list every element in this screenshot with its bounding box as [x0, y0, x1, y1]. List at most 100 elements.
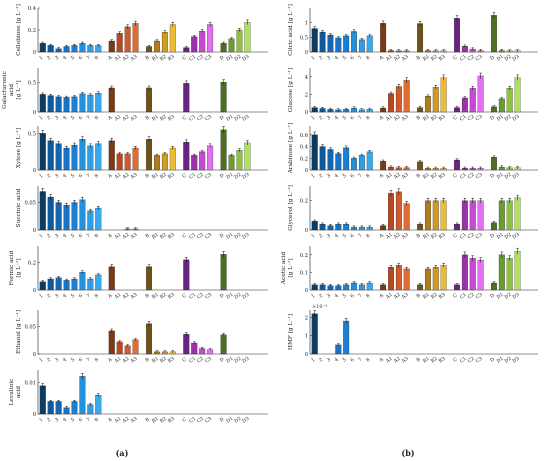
- y-tick-label-acetic: 0.2: [300, 253, 308, 259]
- y-label-cellobiose: Cellobiose [g L⁻¹]: [15, 4, 22, 56]
- x-tick-label-acetic: C3: [475, 292, 484, 301]
- x-tick-label-citric: 7: [357, 55, 363, 62]
- x-tick-label-arabinose: C: [452, 172, 459, 179]
- bar-galacturonic-C: [183, 83, 190, 113]
- y-label-group-cellobiose: Cellobiose [g L⁻¹]: [15, 4, 22, 56]
- y-tick-label-formic: 0: [33, 288, 36, 294]
- bar-formic-7: [87, 278, 94, 291]
- bar-cellobiose-C3: [207, 24, 214, 53]
- x-tick-label-glycerol: 3: [326, 233, 332, 240]
- bar-arabinose-4: [335, 153, 342, 171]
- x-tick-label-ethanol: D: [219, 357, 226, 364]
- bar-cellobiose-C2: [199, 30, 206, 53]
- y-label-group-galacturonic: Galacturonic acid [g L⁻¹]: [2, 71, 22, 109]
- x-tick-label-cellobiose: D: [219, 55, 226, 62]
- x-tick-label-citric: 4: [334, 55, 340, 62]
- x-tick-label-cellobiose: 5: [70, 55, 76, 62]
- x-tick-label-formic: C1: [188, 292, 197, 301]
- x-tick-label-acetic: B: [415, 292, 422, 299]
- x-tick-label-acetic: 2: [318, 293, 324, 300]
- x-tick-label-acetic: 6: [349, 293, 355, 300]
- x-tick-label-succinic: C: [182, 232, 189, 239]
- x-tick-label-ethanol: D3: [241, 356, 250, 365]
- y-label-acetic: [g L⁻¹]: [287, 258, 294, 277]
- x-tick-label-xylose: B3: [167, 172, 176, 181]
- x-tick-label-galacturonic: 7: [86, 115, 92, 122]
- bar-acetic-C3: [477, 259, 484, 291]
- chart-panel-cellobiose: 0.4 0.2 0 Cellobiose [g L⁻¹] 1 2 3 4 5 6 7 8 A A1 A2 A3…: [15, 4, 268, 63]
- x-tick-label-glucose: A: [378, 114, 386, 122]
- x-tick-label-citric: C: [452, 54, 459, 61]
- x-tick-label-citric: D1: [496, 54, 505, 63]
- x-tick-label-glucose: C: [452, 114, 459, 121]
- x-tick-label-hmf: B1: [422, 356, 431, 365]
- bar-glycerol-B2: [432, 200, 439, 231]
- x-tick-label-galacturonic: A: [106, 114, 114, 122]
- bar-xylose-C: [183, 142, 190, 171]
- x-tick-label-glycerol: 8: [365, 233, 371, 240]
- bar-glycerol-A2: [395, 191, 402, 231]
- bar-cellobiose-A3: [132, 23, 139, 53]
- x-tick-label-hmf: D1: [496, 356, 505, 365]
- y-tick-label-glycerol: 0: [305, 228, 308, 234]
- y-tick-label-succinic: 0.05: [24, 201, 36, 207]
- x-tick-label-xylose: D2: [233, 172, 242, 181]
- x-tick-label-arabinose: B2: [430, 172, 439, 181]
- x-tick-label-galacturonic: A1: [113, 114, 123, 123]
- y-tick-label-cellobiose: 0.2: [28, 28, 36, 34]
- x-tick-label-levulinic: 2: [46, 417, 52, 424]
- bar-arabinose-A: [380, 161, 387, 171]
- x-tick-label-galacturonic: A2: [121, 114, 131, 123]
- bar-glucose-A1: [388, 93, 394, 113]
- bar-galacturonic-3: [55, 96, 62, 113]
- x-tick-label-formic: A3: [129, 292, 139, 301]
- x-tick-label-glycerol: C3: [475, 232, 484, 241]
- x-tick-label-ethanol: 5: [70, 357, 76, 364]
- y-tick-label-citric: 0.5: [300, 35, 308, 41]
- x-tick-label-glucose: C2: [467, 114, 476, 123]
- bar-levulinic-5: [71, 401, 78, 415]
- bar-ethanol-D: [220, 334, 227, 355]
- x-tick-label-xylose: B: [144, 172, 151, 179]
- x-tick-label-formic: C3: [204, 292, 213, 301]
- x-tick-label-acetic: C2: [467, 292, 476, 301]
- x-tick-label-galacturonic: 6: [78, 115, 84, 122]
- x-tick-label-xylose: 2: [46, 173, 52, 180]
- x-tick-label-formic: B2: [159, 292, 168, 301]
- y-label-galacturonic: Galacturonic: [2, 71, 8, 109]
- x-tick-label-levulinic: B2: [159, 416, 168, 425]
- x-tick-label-hmf: 4: [334, 357, 340, 364]
- x-tick-label-succinic: 1: [38, 233, 44, 240]
- y-tick-label-glucose: 0: [305, 110, 308, 116]
- x-tick-label-galacturonic: C2: [196, 114, 205, 123]
- bar-levulinic-3: [55, 401, 62, 415]
- bar-citric-5: [343, 35, 350, 53]
- y-exponent-hmf: ×10⁻³: [312, 304, 327, 310]
- x-tick-label-cellobiose: B3: [167, 54, 176, 63]
- x-tick-label-formic: A2: [121, 292, 131, 301]
- bar-xylose-C3: [207, 145, 214, 171]
- bar-cellobiose-6: [79, 43, 86, 53]
- bar-xylose-6: [79, 139, 86, 171]
- x-tick-label-cellobiose: C1: [188, 54, 197, 63]
- x-tick-label-cellobiose: A1: [113, 54, 123, 63]
- y-label-acetic: Acetic acid: [281, 252, 287, 286]
- y-label-glucose: Glucose [g L⁻¹]: [287, 68, 294, 113]
- x-tick-label-levulinic: A1: [113, 416, 123, 425]
- bar-formic-6: [79, 272, 86, 291]
- y-label-group-hmf: HMF [g L⁻¹]: [287, 314, 294, 350]
- x-tick-label-ethanol: 3: [54, 357, 60, 364]
- x-tick-label-ethanol: C2: [196, 356, 205, 365]
- bar-hmf-5: [343, 320, 350, 355]
- x-tick-label-galacturonic: D3: [241, 114, 250, 123]
- bar-galacturonic-B: [146, 87, 153, 113]
- x-tick-label-galacturonic: B3: [167, 114, 176, 123]
- chart-panel-acetic: 0.2 0.1 0 Acetic acid [g L⁻¹] 1 2 3 4 5 6 7 8 A A1 A2 A3…: [281, 246, 538, 301]
- x-tick-label-levulinic: 5: [70, 417, 76, 424]
- x-tick-label-glycerol: D1: [496, 232, 505, 241]
- bar-arabinose-3: [327, 149, 334, 171]
- chart-panel-succinic: 0.05 0 Succinic acid 1 2 3 4 5 6 7 8 A A1 A2 A3 B B1 B2 B3…: [16, 186, 268, 241]
- x-tick-label-galacturonic: B1: [151, 114, 160, 123]
- bar-formic-D: [220, 254, 227, 291]
